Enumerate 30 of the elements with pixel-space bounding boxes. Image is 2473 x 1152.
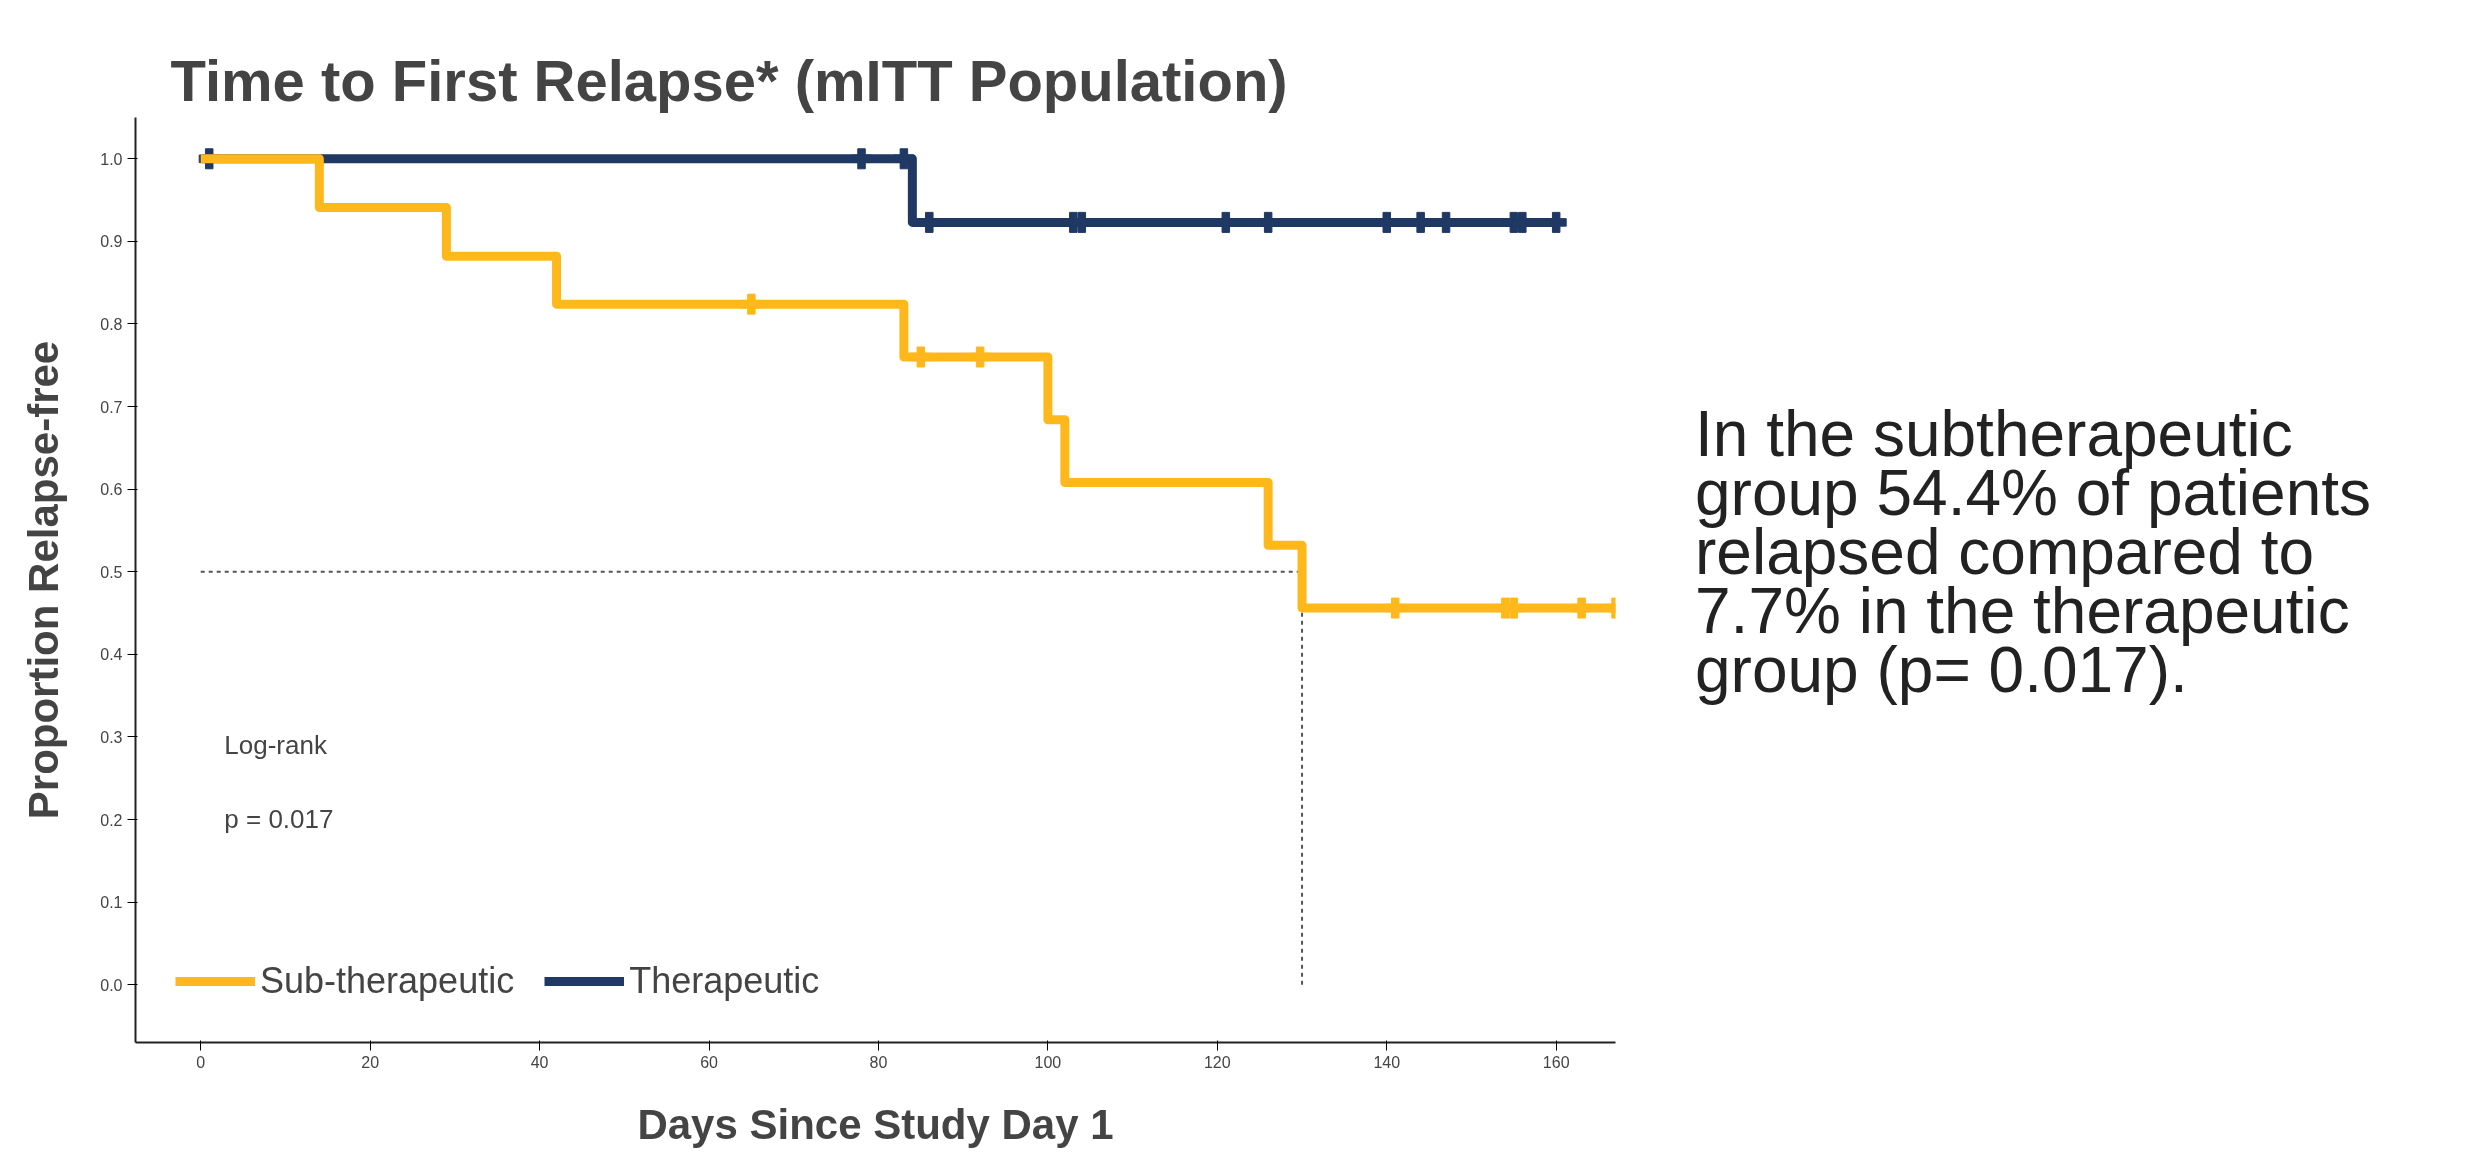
- x-tick-label: 60: [700, 1053, 719, 1071]
- y-tick-label: 0.0: [100, 976, 123, 994]
- x-tick-label: 160: [1542, 1053, 1570, 1071]
- text: In the subtherapeutic group 54.4% of patients relapsed compared to 7.7% in the therapeutic group (p= 0.017).: [1695, 398, 2373, 706]
- x-tick-label: 20: [361, 1053, 380, 1071]
- y-tick-label: 0.7: [100, 398, 123, 416]
- y-tick-label: 0.3: [100, 728, 123, 746]
- y-tick-label: 0.2: [100, 811, 123, 829]
- point: [893, 148, 915, 170]
- x-tick-label: 40: [530, 1053, 549, 1071]
- legend-label: Sub-therapeutic: [260, 960, 515, 1002]
- y-tick-label: 0.5: [100, 563, 123, 581]
- chart-title: Time to First Relapse* (mITT Population): [170, 47, 1288, 113]
- y-tick-label: 0.1: [100, 894, 123, 912]
- annotation: p = 0.017: [224, 804, 334, 835]
- x-tick-label: 0: [196, 1053, 206, 1071]
- x-tick-label: 120: [1203, 1053, 1231, 1071]
- y-tick-label: 0.4: [100, 646, 123, 664]
- y-tick-label: 0.9: [100, 233, 123, 251]
- x-tick-label: 80: [869, 1053, 888, 1071]
- y-axis-title: Proportion Relapse-free: [20, 340, 68, 820]
- y-tick-label: 0.8: [100, 315, 123, 333]
- y-tick-label: 0.6: [100, 481, 123, 499]
- x-axis-title: Days Since Study Day 1: [637, 1100, 1114, 1148]
- y-tick-label: 1.0: [100, 150, 123, 168]
- x-tick-label: 100: [1034, 1053, 1062, 1071]
- point: [851, 148, 873, 170]
- annotation: Log-rank: [224, 730, 328, 761]
- x-tick-label: 140: [1373, 1053, 1401, 1071]
- legend-label: Therapeutic: [629, 960, 820, 1002]
